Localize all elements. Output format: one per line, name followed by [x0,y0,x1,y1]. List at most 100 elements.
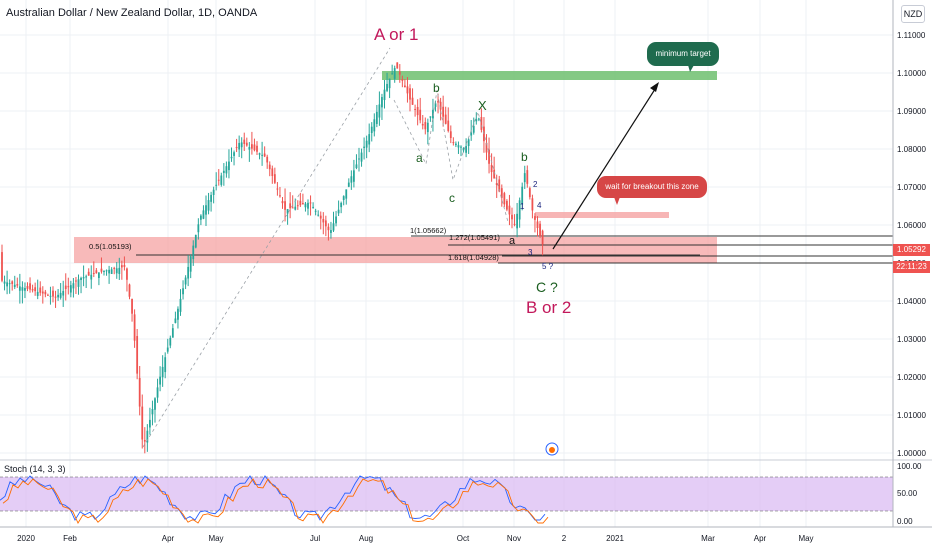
candle-body [21,287,24,291]
candle-body [230,156,233,159]
candle-body [480,117,483,130]
candle-body [44,291,47,295]
candle-body [396,62,399,69]
price-tick-label: 1.00000 [897,449,926,458]
candle-body [222,170,225,173]
candle-body [393,68,396,79]
candle-body [90,274,93,280]
candle-body [455,143,457,146]
candle-body [149,419,151,428]
candle-body [95,270,98,274]
candle-body [284,201,286,210]
candle-body [375,111,378,124]
candle-body [460,146,462,148]
candle-body [18,286,21,291]
candle-body [52,290,54,297]
candle-body [11,281,14,284]
candle-body [421,123,424,126]
candle-body [205,205,207,215]
label-fib-1: 1(1.05662) [410,226,447,235]
candle-body [404,85,406,88]
candle-body [245,142,248,146]
candle-body [238,142,241,150]
candle-body [531,198,534,211]
candle-body [391,73,394,75]
candle-body [151,409,154,415]
candle-body [516,213,518,229]
candle-body [317,214,320,216]
candle-body [347,182,350,187]
stoch-label[interactable]: Stoch (14, 3, 3) [4,464,66,474]
candle-body [534,216,536,220]
candle-body [31,289,34,291]
candle-body [447,120,450,131]
label-n2: 2 [533,180,538,189]
candle-body [41,291,44,294]
candle-body [536,221,539,228]
candle-body [47,294,49,296]
candle-body [202,210,205,219]
chart-zones [74,71,893,264]
currency-badge[interactable]: NZD [901,5,925,23]
wave-guide-2 [393,89,509,223]
candle-body [26,286,29,289]
candle-body [251,144,253,149]
candle-body [324,220,327,227]
candle-body [166,347,169,352]
candle-body [355,164,358,169]
candle-body [360,152,363,162]
candle-body [29,283,31,290]
candle-body [207,200,210,211]
candle-body [467,139,470,146]
candle-body [398,71,401,75]
label-n4: 4 [537,201,542,210]
candle-body [500,188,503,198]
candle-body [345,189,348,199]
candle-body [314,210,317,212]
candle-body [80,277,82,281]
candle-body [373,119,376,132]
candle-body [59,292,62,298]
label-fib-05: 0.5(1.05193) [89,242,132,251]
candle-body [319,215,322,219]
candle-body [235,146,238,148]
candle-body [1,252,3,281]
candle-body [406,86,409,94]
candle-body [171,328,174,338]
candle-body [368,134,371,145]
candle-body [217,179,220,181]
candle-body [194,234,197,248]
stoch-tick-label: 100.00 [897,462,922,471]
candle-body [120,265,123,268]
price-tick-label: 1.08000 [897,145,926,154]
candle-body [128,284,131,297]
candle-body [528,188,531,198]
candle-body [131,298,133,314]
candle-body [388,78,391,89]
candle-body [212,189,215,195]
target-arrow [552,85,658,250]
candle-body [75,280,77,282]
candle-body [424,122,427,130]
candle-body [228,161,230,171]
candle-body [64,285,67,290]
candle-body [174,318,177,323]
candle-body [340,202,343,208]
candle-body [432,109,434,119]
candle-body [332,223,335,231]
candle-body [16,284,19,286]
drawings [142,47,659,448]
annotation-labels: A or 1 B or 2 C ? b a c Xb a 1 2 3 4 5 ? 0.5(1.05193)… [89,25,694,456]
candle-body [485,142,488,153]
label-b-or-2: B or 2 [526,298,571,317]
arrow-head [650,82,659,92]
candle-body [434,103,437,107]
time-tick-label: May [208,534,223,543]
candle-body [490,164,493,173]
candle-body [115,268,118,274]
candles [1,62,544,454]
candle-body [327,226,330,231]
candle-body [493,169,496,179]
candle-body [87,271,90,276]
